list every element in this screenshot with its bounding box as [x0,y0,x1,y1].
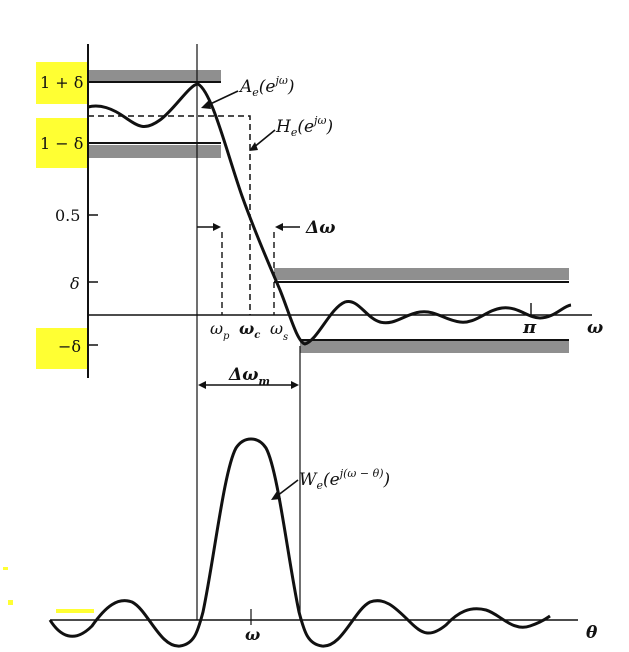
label-half: 0.5 [55,206,80,225]
label-A-main: A [238,77,252,97]
label-W-paren-close: ) [383,470,391,490]
label-omega-s-sub: s [283,332,288,343]
label-omega-p-sub: p [223,331,230,342]
label-omega-s: ωs [270,319,288,343]
label-minus-delta: −δ [58,337,81,356]
highlight-speck-1 [3,567,8,570]
label-omega-c: ωc [239,319,260,341]
label-delta-omega-m-sub: m [258,375,270,388]
label-theta-axis: θ [586,623,598,643]
label-omega-p-main: ω [210,319,223,338]
label-H-paren-open: (e [297,117,314,137]
label-omega-axis: ω [587,318,603,338]
window-response-W [48,437,551,648]
upper-passband-tolerance-band [88,70,221,81]
label-omega-p: ωp [210,319,230,342]
label-one-plus-delta: 1 + δ [40,73,83,92]
label-A-paren-close: ) [287,77,295,97]
label-W: We(ej(ω − θ)) [299,467,390,492]
label-W-paren-open: (e [323,470,340,490]
label-H: He(ejω) [275,114,333,139]
label-one-minus-delta: 1 − δ [40,134,83,153]
label-pi: π [522,317,537,338]
arrow-W-label-head [271,491,281,500]
delta-omega-m-arrow-right-head [291,381,299,389]
label-A: Ae(ejω) [238,74,295,99]
label-omega-c-sub: c [254,330,260,341]
upper-stopband-tolerance-band [274,268,569,280]
delta-omega-arrow-right-head [275,223,283,231]
label-W-sup: j(ω − θ) [337,467,384,480]
arrow-H-label-head [249,142,258,151]
highlight-one-plus-delta [36,62,87,104]
highlight-speck-2 [8,600,13,605]
label-W-main: W [299,470,318,490]
label-H-paren-close: ) [325,117,333,137]
label-A-paren-open: (e [259,77,276,97]
label-delta-omega-m: Δωm [228,365,270,388]
label-H-sub: e [291,126,298,139]
highlight-minus-delta [36,328,87,369]
label-omega-c-main: ω [239,319,254,338]
actual-response-A [87,82,572,346]
arrow-A-label-shaft [205,90,239,107]
highlight-speck-3 [56,609,94,613]
delta-omega-m-arrow-left-head [198,381,206,389]
arrow-H-label-shaft [252,129,276,149]
delta-omega-arrow-left-head [213,223,221,231]
ideal-response-H [88,115,251,315]
label-delta: δ [70,274,80,293]
label-A-sub: e [252,86,259,99]
label-delta-omega-m-main: Δω [228,365,258,385]
arrow-A-label-head [201,100,211,109]
label-H-main: H [275,117,292,137]
label-W-sub: e [316,479,323,492]
lower-passband-tolerance-band [88,145,221,158]
label-delta-omega: Δω [305,218,335,238]
label-H-sup: jω [311,114,326,127]
highlight-one-minus-delta [36,118,87,168]
lower-stopband-tolerance-band [300,341,569,353]
label-window-center: ω [245,625,260,644]
label-A-sup: jω [273,74,288,87]
label-omega-s-main: ω [270,319,283,338]
arrow-W-label-shaft [276,479,299,497]
